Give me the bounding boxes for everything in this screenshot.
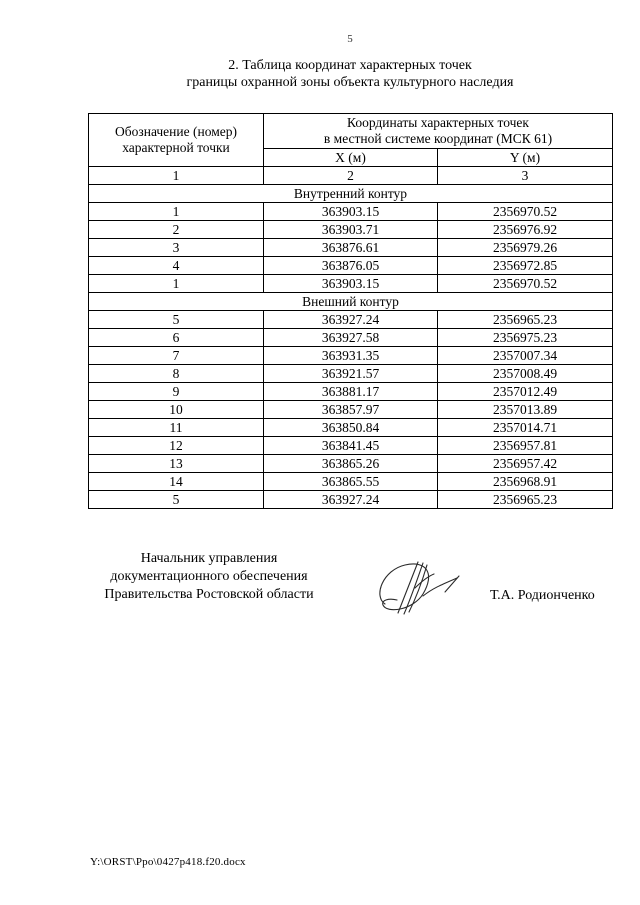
section-row: Внутренний контур: [88, 184, 613, 203]
table-cell: 4: [88, 256, 264, 275]
file-path-footer: Y:\ORST\Ppo\0427p418.f20.docx: [90, 856, 246, 868]
page-number: 5: [347, 33, 353, 45]
table-row: 14 363865.55 2356968.91: [88, 472, 613, 491]
signatory-position-line-3: Правительства Ростовской области: [104, 587, 314, 602]
table-row: 6 363927.58 2356975.23: [88, 328, 613, 347]
table-cell: 363881.17: [263, 382, 438, 401]
table-cell: 8: [88, 364, 264, 383]
table-row: 5 363927.24 2356965.23: [88, 310, 613, 329]
table-row: 11 363850.84 2357014.71: [88, 418, 613, 437]
table-row: 7 363931.35 2357007.34: [88, 346, 613, 365]
coordinates-table: Обозначение (номер) характерной точки Ко…: [88, 113, 613, 509]
table-cell: 2357008.49: [437, 364, 613, 383]
table-cell: 2356975.23: [437, 328, 613, 347]
table-cell: 14: [88, 472, 264, 491]
header-cell-coords: Координаты характерных точек в местной с…: [263, 113, 613, 149]
table-cell: 363931.35: [263, 346, 438, 365]
signatory-name: Т.А. Родионченко: [490, 588, 595, 603]
table-cell: 10: [88, 400, 264, 419]
header-point-line-1: Обозначение (номер): [115, 124, 237, 139]
table-row: 1 363903.15 2356970.52: [88, 274, 613, 293]
table-cell: 2356965.23: [437, 490, 613, 509]
table-cell: 2357013.89: [437, 400, 613, 419]
colnum-cell-1: 1: [88, 166, 264, 185]
table-cell: 1: [88, 202, 264, 221]
signatory-position-line-2: документационного обеспечения: [110, 569, 308, 584]
section-label: Внутренний контур: [88, 184, 613, 203]
handwritten-signature: [379, 561, 460, 615]
table-cell: 2356976.92: [437, 220, 613, 239]
table-cell: 2356979.26: [437, 238, 613, 257]
table-cell: 363865.55: [263, 472, 438, 491]
table-cell: 5: [88, 310, 264, 329]
header-cell-y: Y (м): [437, 148, 613, 167]
document-title: 2. Таблица координат характерных точек г…: [88, 57, 612, 91]
table-cell: 2356965.23: [437, 310, 613, 329]
table-cell: 2: [88, 220, 264, 239]
colnum-cell-3: 3: [437, 166, 613, 185]
table-cell: 2357012.49: [437, 382, 613, 401]
table-cell: 363841.45: [263, 436, 438, 455]
table-cell: 1: [88, 274, 264, 293]
signature-block: Начальник управления документационного о…: [88, 550, 612, 630]
table-row: 8 363921.57 2357008.49: [88, 364, 613, 383]
table-cell: 9: [88, 382, 264, 401]
table-body: Внутренний контур 1 363903.15 2356970.52 2 36…: [88, 184, 613, 509]
table-cell: 363850.84: [263, 418, 438, 437]
signatory-position: Начальник управления документационного о…: [88, 550, 330, 604]
table-row: 12 363841.45 2356957.81: [88, 436, 613, 455]
table-cell: 2357007.34: [437, 346, 613, 365]
table-cell: 363921.57: [263, 364, 438, 383]
table-cell: 2356957.81: [437, 436, 613, 455]
table-row: 2 363903.71 2356976.92: [88, 220, 613, 239]
header-cell-point: Обозначение (номер) характерной точки: [88, 113, 264, 167]
table-cell: 7: [88, 346, 264, 365]
table-row: 13 363865.26 2356957.42: [88, 454, 613, 473]
table-cell: 11: [88, 418, 264, 437]
table-cell: 363876.05: [263, 256, 438, 275]
table-cell: 2356970.52: [437, 202, 613, 221]
table-cell: 13: [88, 454, 264, 473]
table-cell: 363903.71: [263, 220, 438, 239]
table-cell: 363927.24: [263, 490, 438, 509]
section-label: Внешний контур: [88, 292, 613, 311]
section-row: Внешний контур: [88, 292, 613, 311]
table-row: 10 363857.97 2357013.89: [88, 400, 613, 419]
table-colnum-row: 1 2 3: [88, 166, 613, 185]
table-cell: 2356968.91: [437, 472, 613, 491]
table-cell: 2357014.71: [437, 418, 613, 437]
table-cell: 2356957.42: [437, 454, 613, 473]
table-cell: 363927.24: [263, 310, 438, 329]
table-cell: 2356970.52: [437, 274, 613, 293]
document-title-line-2: границы охранной зоны объекта культурног…: [186, 75, 514, 90]
table-row: 1 363903.15 2356970.52: [88, 202, 613, 221]
table-row: 4 363876.05 2356972.85: [88, 256, 613, 275]
table-row: 9 363881.17 2357012.49: [88, 382, 613, 401]
table-cell: 3: [88, 238, 264, 257]
table-header-row: Обозначение (номер) характерной точки Ко…: [88, 113, 613, 167]
table-cell: 363903.15: [263, 202, 438, 221]
table-cell: 2356972.85: [437, 256, 613, 275]
header-point-line-2: характерной точки: [122, 140, 230, 155]
table-cell: 363903.15: [263, 274, 438, 293]
colnum-cell-2: 2: [263, 166, 438, 185]
table-cell: 363876.61: [263, 238, 438, 257]
header-cell-x: X (м): [263, 148, 438, 167]
document-title-line-1: 2. Таблица координат характерных точек: [228, 58, 472, 73]
table-row: 5 363927.24 2356965.23: [88, 490, 613, 509]
table-cell: 363857.97: [263, 400, 438, 419]
table-cell: 5: [88, 490, 264, 509]
table-cell: 6: [88, 328, 264, 347]
signatory-position-line-1: Начальник управления: [140, 551, 278, 566]
table-cell: 363927.58: [263, 328, 438, 347]
header-coords-line-1: Координаты характерных точек: [347, 115, 529, 130]
table-row: 3 363876.61 2356979.26: [88, 238, 613, 257]
table-head-section: Обозначение (номер) характерной точки Ко…: [88, 113, 613, 185]
table-cell: 12: [88, 436, 264, 455]
table-cell: 363865.26: [263, 454, 438, 473]
header-coords-line-2: в местной системе координат (МСК 61): [323, 131, 553, 146]
